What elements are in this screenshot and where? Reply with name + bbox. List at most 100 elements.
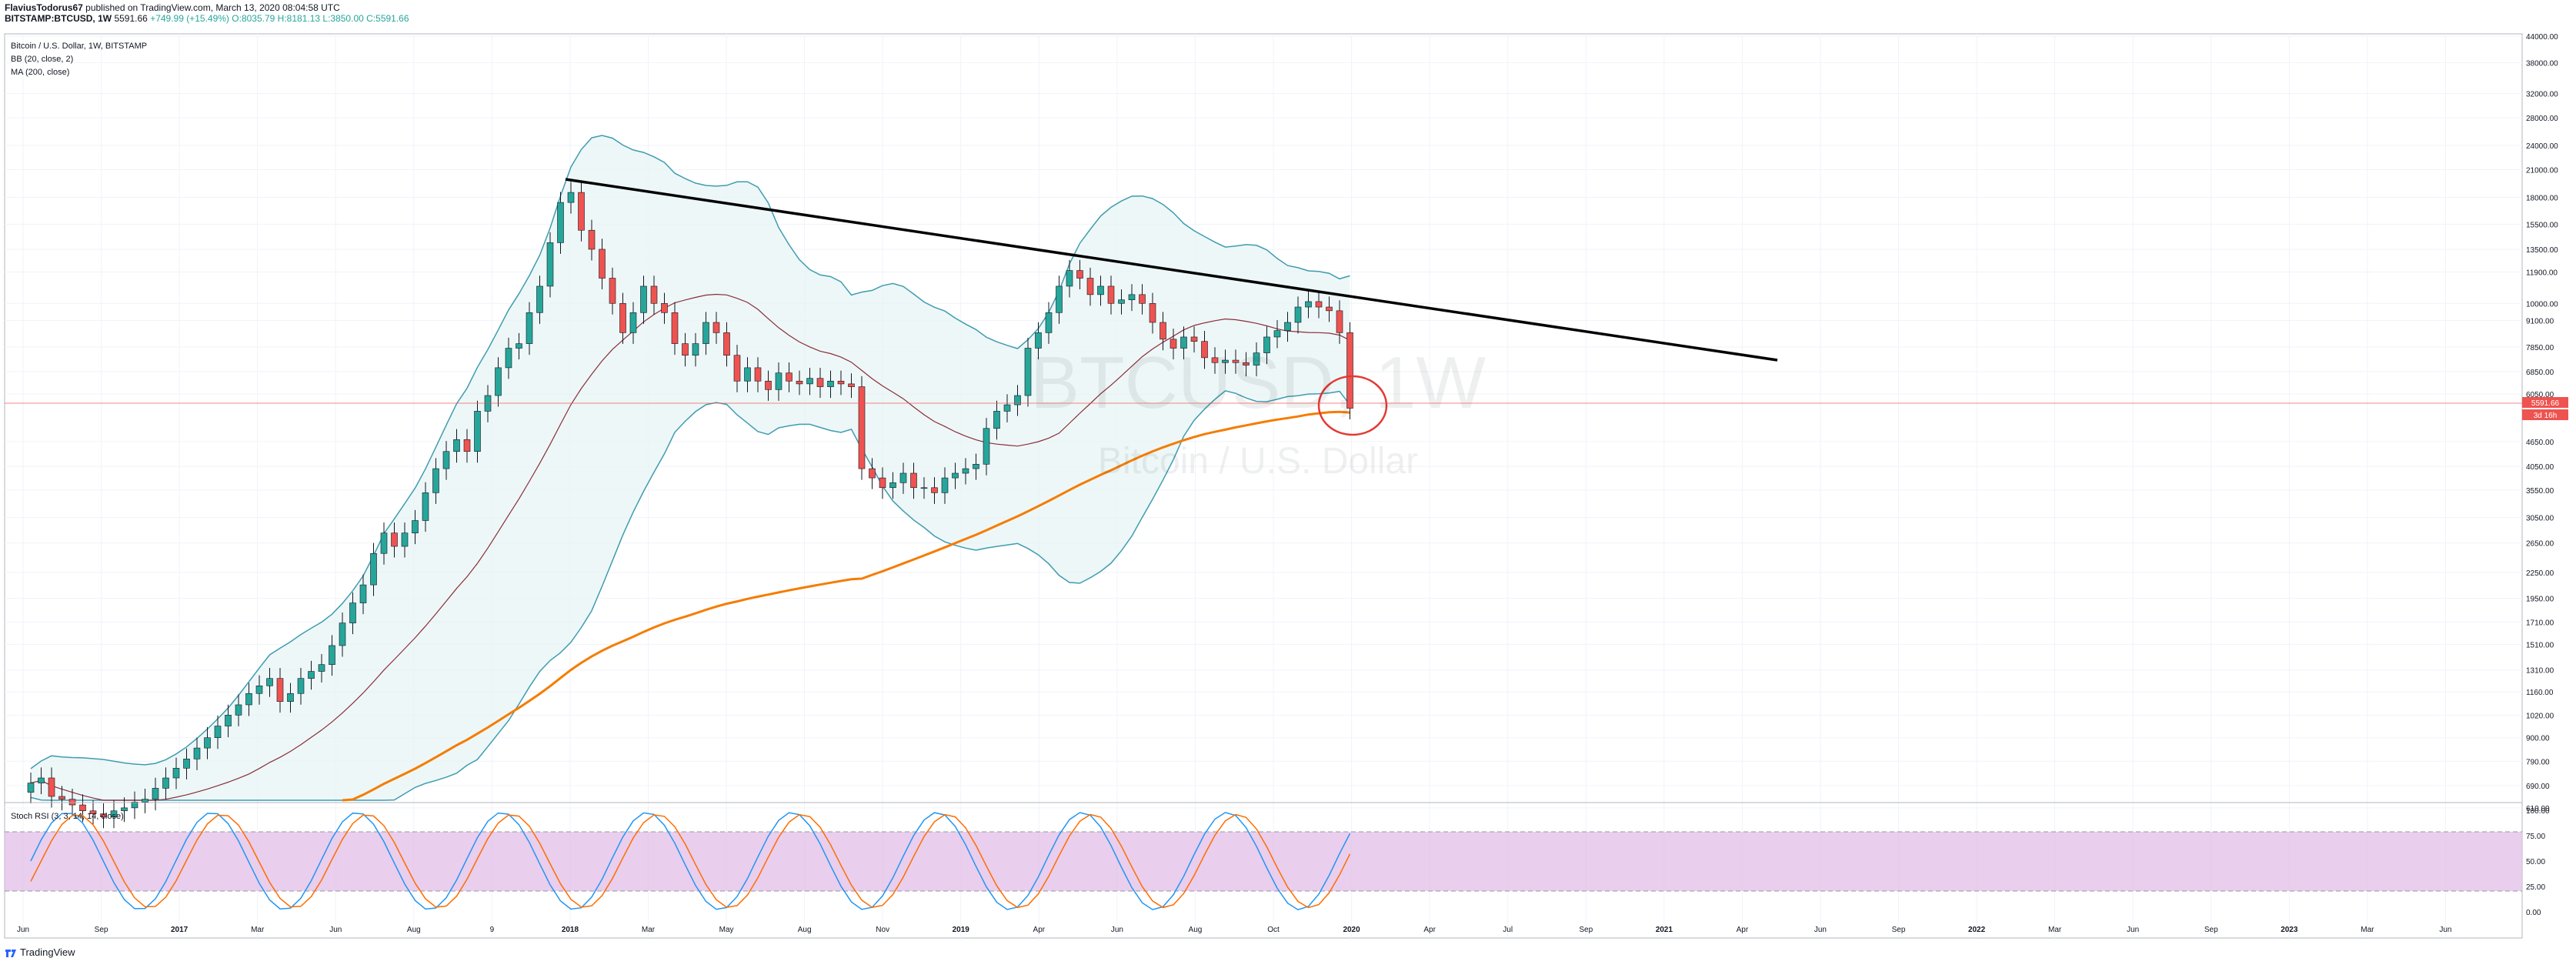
candle-body [629, 312, 637, 333]
time-tick: Jun [1111, 926, 1123, 934]
time-tick: 2019 [953, 926, 970, 934]
header-line-1: FlaviusTodorus67 published on TradingVie… [5, 2, 340, 13]
candle-body [131, 802, 138, 809]
candle-body [578, 192, 585, 231]
candle-body [983, 428, 990, 465]
time-tick: 2021 [1656, 926, 1673, 934]
countdown-label: 3d 16h [2534, 412, 2558, 420]
price-tick: 10000.00 [2526, 300, 2558, 309]
price-tick: 2650.00 [2526, 540, 2554, 549]
candle-body [68, 799, 76, 806]
candle-body [516, 343, 522, 349]
candle-body [1045, 312, 1053, 333]
price-tick: 6850.00 [2526, 369, 2554, 377]
time-tick: Jun [17, 926, 29, 934]
stoch-k [30, 812, 1351, 911]
countdown-box [2522, 409, 2568, 420]
time-tick: Sep [2204, 926, 2218, 934]
candle-body [1263, 336, 1270, 353]
candle-body [463, 439, 471, 452]
time-tick: Nov [876, 926, 889, 934]
bb-basis [30, 293, 1350, 801]
time-tick: Sep [1579, 926, 1593, 934]
highlight-circle [1317, 375, 1388, 436]
candle-body [609, 278, 616, 304]
candle-body [827, 380, 834, 387]
candle-body [682, 343, 689, 356]
price-axis: 44000.00 38000.00 32000.00 28000.00 24000.00… [2526, 33, 2558, 813]
time-tick: Apr [1033, 926, 1046, 934]
candle-body [1232, 359, 1240, 363]
candle-body [1180, 336, 1187, 349]
legend-ma: MA (200, close) [11, 68, 69, 77]
candle-body [193, 747, 201, 759]
chart-canvas[interactable]: BTCUSD, 1W Bitcoin / U.S. Dollar 44000.0… [0, 0, 2576, 943]
candle-body [308, 671, 315, 679]
candle-body [702, 322, 709, 344]
time-tick: 9 [490, 926, 495, 934]
drawings [565, 178, 1778, 436]
candle-body [775, 372, 782, 390]
candle-body [422, 492, 429, 521]
candle-body [765, 380, 772, 390]
candle-body [910, 472, 917, 489]
watermark-symbol: BTCUSD, 1W [1030, 342, 1486, 424]
candle-body [297, 678, 305, 694]
ma-line [342, 410, 1350, 802]
price-change: +749.99 (+15.49%) [150, 13, 229, 24]
bb-upper [30, 135, 1350, 769]
candle-body [453, 439, 460, 452]
bollinger-bands [30, 135, 1351, 801]
author[interactable]: FlaviusTodorus67 [5, 2, 83, 13]
candle-body [526, 312, 533, 344]
candle-body [848, 383, 855, 387]
price-tick: 1510.00 [2526, 641, 2554, 649]
price-tick: 6050.00 [2526, 391, 2554, 399]
candle-body [1305, 301, 1312, 308]
price-tick: 7850.00 [2526, 344, 2554, 352]
candle-body [796, 380, 803, 385]
time-tick: Sep [95, 926, 108, 934]
symbol[interactable]: BITSTAMP:BTCUSD, 1W [5, 13, 112, 24]
candle-body [1107, 285, 1115, 304]
price-tick: 15500.00 [2526, 222, 2558, 230]
last-price-label: 5591.66 [2531, 399, 2560, 408]
candle-body [899, 472, 907, 483]
candle-body [754, 367, 762, 382]
time-tick: Mar [642, 926, 656, 934]
candle-body [1273, 330, 1281, 338]
candle-body [1086, 278, 1094, 295]
candle-body [349, 602, 356, 623]
candle-body [650, 285, 658, 304]
time-tick: Mar [251, 926, 265, 934]
last-price: 5591.66 [114, 13, 148, 24]
candle-body [661, 302, 668, 313]
candle-body [1284, 322, 1291, 331]
candle-body [380, 532, 388, 554]
price-tick: 2250.00 [2526, 569, 2554, 578]
candle-body [567, 192, 575, 203]
candle-body [235, 704, 242, 716]
time-tick: Apr [1423, 926, 1436, 934]
candle-body [432, 468, 439, 493]
candle-body [962, 468, 969, 474]
price-tick: 900.00 [2526, 735, 2550, 743]
candle-body [79, 804, 86, 812]
candle-body [1170, 339, 1177, 349]
candle-body [786, 372, 792, 382]
candle-body [1222, 359, 1229, 363]
candle-body [557, 202, 564, 243]
price-tick: 690.00 [2526, 783, 2550, 791]
candle-body [619, 302, 626, 333]
candle-body [744, 367, 751, 382]
candle-body [1243, 362, 1250, 366]
candle-body [100, 813, 107, 817]
candle-body [162, 777, 169, 789]
last-price-box [2522, 397, 2568, 408]
candle-body [255, 685, 263, 694]
ohlc-open: O:8035.79 [232, 13, 275, 24]
footer[interactable]: TradingView [5, 946, 75, 958]
candle-body [204, 737, 211, 749]
ohlc-high: H:8181.13 [277, 13, 321, 24]
price-tick: 21000.00 [2526, 166, 2558, 175]
